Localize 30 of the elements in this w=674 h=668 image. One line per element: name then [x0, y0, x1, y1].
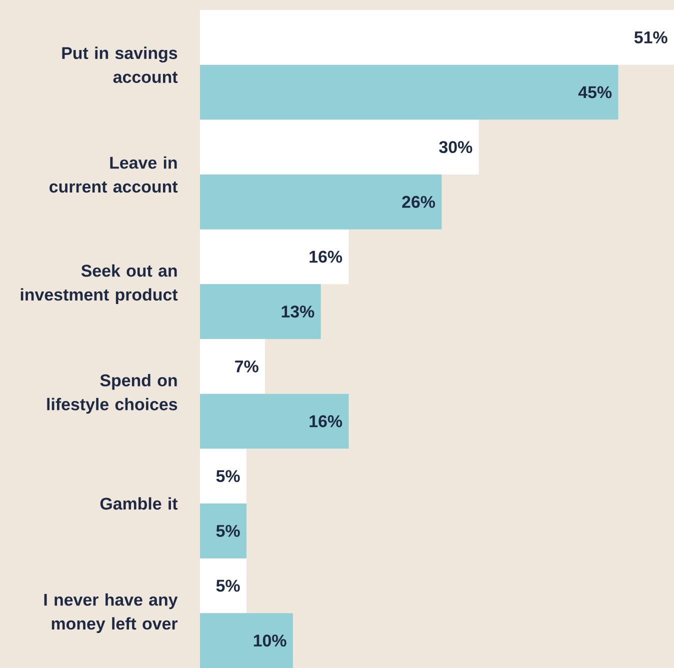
bar: [200, 10, 674, 65]
data-label: 26%: [402, 196, 435, 208]
bar: [200, 394, 349, 449]
data-label: 16%: [310, 250, 342, 263]
y-tick-label: I never have any money left over: [44, 593, 178, 634]
y-tick-label: Put in savings account: [62, 46, 178, 84]
data-label: 7%: [235, 360, 258, 372]
bar: [200, 613, 293, 668]
data-label: 5%: [216, 524, 240, 537]
data-label: 5%: [216, 580, 240, 592]
bar: [200, 558, 246, 614]
data-label: 16%: [310, 415, 342, 428]
y-tick-label: Leave in current account: [50, 156, 178, 193]
bar: [200, 338, 266, 394]
bar: [200, 64, 618, 120]
data-label: 5%: [216, 470, 240, 482]
bar: [200, 174, 442, 230]
data-label: 13%: [282, 306, 314, 318]
y-tick-label: Spend on lifestyle choices: [47, 374, 178, 414]
y-tick-label: Gamble it: [100, 497, 178, 510]
bar: [200, 448, 246, 504]
bar: [200, 503, 246, 558]
bar: [200, 120, 479, 174]
bar: [200, 284, 321, 339]
data-label: 10%: [254, 634, 286, 647]
data-label: 45%: [578, 86, 612, 98]
data-label: 30%: [439, 141, 472, 154]
data-label: 51%: [634, 31, 668, 44]
y-tick-label: Seek out an investment product: [20, 264, 178, 304]
bar: [200, 229, 349, 284]
